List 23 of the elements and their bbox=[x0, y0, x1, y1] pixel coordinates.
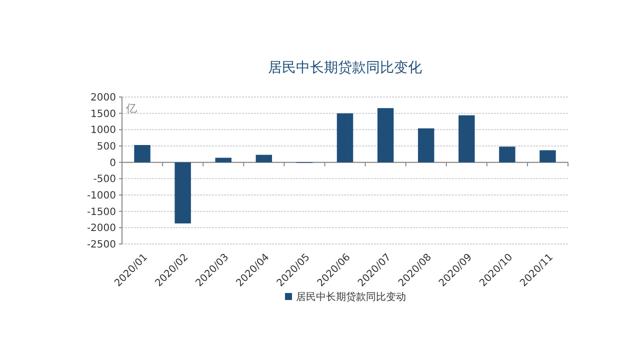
y-tick-label: 0 bbox=[110, 158, 116, 169]
bar bbox=[215, 158, 232, 162]
y-tick-label: 2000 bbox=[90, 92, 116, 104]
y-tick-label: 500 bbox=[96, 142, 116, 152]
bar bbox=[134, 145, 150, 162]
bar bbox=[458, 115, 475, 162]
bar bbox=[336, 113, 354, 162]
bar bbox=[174, 162, 191, 224]
y-axis-title: 亿 bbox=[125, 102, 137, 115]
bar bbox=[540, 150, 556, 162]
bar bbox=[256, 154, 272, 162]
y-tick-label: -1500 bbox=[86, 206, 116, 218]
legend-label: 居民中长期贷款同比变动 bbox=[296, 291, 406, 303]
y-tick-label: -500 bbox=[93, 174, 116, 186]
bar bbox=[377, 108, 394, 162]
y-tick-label: -2500 bbox=[86, 240, 116, 250]
bar bbox=[499, 146, 516, 162]
bar bbox=[418, 128, 434, 162]
y-tick-label: -2000 bbox=[86, 223, 116, 234]
y-tick-label: -1000 bbox=[86, 190, 116, 202]
y-tick-label: 1000 bbox=[90, 125, 116, 136]
y-tick-label: 1500 bbox=[90, 108, 116, 120]
chart-title: 居民中长期贷款同比变化 bbox=[268, 60, 422, 76]
